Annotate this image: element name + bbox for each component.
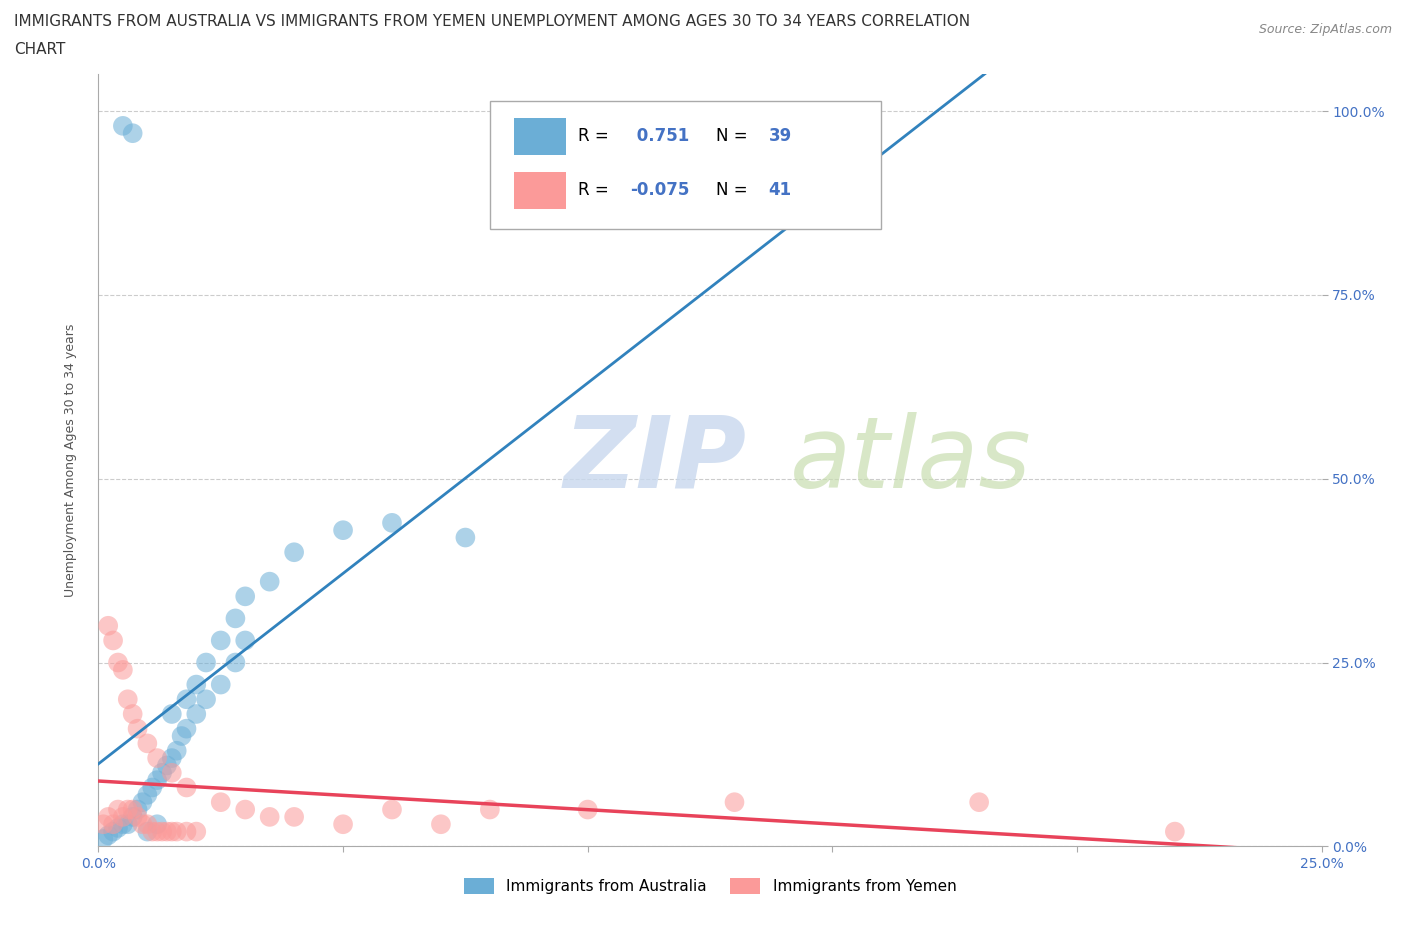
Point <box>121 802 143 817</box>
Point <box>176 824 198 839</box>
Point <box>146 824 169 839</box>
Point <box>283 545 305 560</box>
Point <box>146 817 169 831</box>
Point <box>478 802 501 817</box>
Point <box>176 780 198 795</box>
Point <box>97 618 120 633</box>
Point <box>186 677 208 692</box>
Point <box>224 655 246 670</box>
Point <box>141 824 163 839</box>
Point <box>97 809 120 824</box>
Text: 39: 39 <box>769 127 792 145</box>
Point <box>117 817 139 831</box>
Point <box>209 795 232 810</box>
Point <box>136 736 159 751</box>
Point <box>224 611 246 626</box>
Point <box>136 788 159 803</box>
Y-axis label: Unemployment Among Ages 30 to 34 years: Unemployment Among Ages 30 to 34 years <box>63 324 77 597</box>
Point <box>101 824 124 839</box>
FancyBboxPatch shape <box>489 101 882 229</box>
Point <box>176 692 198 707</box>
Text: R =: R = <box>578 181 614 199</box>
Point <box>111 817 134 831</box>
Point <box>146 751 169 765</box>
Text: R =: R = <box>578 127 614 145</box>
Point <box>131 795 153 810</box>
Point <box>101 633 124 648</box>
Point <box>195 692 218 707</box>
Point <box>332 817 354 831</box>
Point <box>121 707 143 722</box>
Point <box>233 802 256 817</box>
Text: N =: N = <box>716 127 754 145</box>
Point <box>150 765 173 780</box>
Point <box>332 523 354 538</box>
Point <box>209 633 232 648</box>
Point <box>121 809 143 824</box>
Point <box>101 817 124 831</box>
Point <box>117 802 139 817</box>
Text: N =: N = <box>716 181 754 199</box>
Point <box>381 802 404 817</box>
Point <box>107 655 129 670</box>
Point <box>141 780 163 795</box>
Text: 41: 41 <box>769 181 792 199</box>
Point <box>127 802 149 817</box>
Point <box>176 722 198 737</box>
Point <box>233 589 256 604</box>
Text: Source: ZipAtlas.com: Source: ZipAtlas.com <box>1258 23 1392 36</box>
Text: 0.751: 0.751 <box>630 127 689 145</box>
Point <box>127 722 149 737</box>
Text: ZIP: ZIP <box>564 412 747 509</box>
Point <box>111 809 134 824</box>
Point <box>156 758 179 773</box>
Point <box>107 820 129 835</box>
Point <box>430 817 453 831</box>
Point <box>160 751 183 765</box>
Point <box>97 828 120 843</box>
Point <box>136 817 159 831</box>
Point <box>967 795 990 810</box>
Point <box>160 707 183 722</box>
Point <box>111 662 134 677</box>
Point <box>131 817 153 831</box>
Point <box>156 824 179 839</box>
Point <box>454 530 477 545</box>
Point <box>186 707 208 722</box>
Point <box>195 655 218 670</box>
Point <box>723 795 745 810</box>
Point <box>1164 824 1187 839</box>
Point <box>146 773 169 788</box>
Point <box>166 824 188 839</box>
Point <box>283 809 305 824</box>
FancyBboxPatch shape <box>515 172 565 209</box>
Point <box>117 692 139 707</box>
Point <box>170 728 193 743</box>
Point <box>111 118 134 133</box>
Point <box>127 809 149 824</box>
Legend: Immigrants from Australia, Immigrants from Yemen: Immigrants from Australia, Immigrants fr… <box>457 872 963 900</box>
Text: -0.075: -0.075 <box>630 181 690 199</box>
Point <box>121 126 143 140</box>
Point <box>209 677 232 692</box>
Point <box>91 817 114 831</box>
Point <box>136 824 159 839</box>
Point <box>186 824 208 839</box>
Text: atlas: atlas <box>790 412 1031 509</box>
Text: IMMIGRANTS FROM AUSTRALIA VS IMMIGRANTS FROM YEMEN UNEMPLOYMENT AMONG AGES 30 TO: IMMIGRANTS FROM AUSTRALIA VS IMMIGRANTS … <box>14 14 970 29</box>
Point <box>576 802 599 817</box>
Point <box>381 515 404 530</box>
Point <box>160 765 183 780</box>
Point <box>259 574 281 589</box>
Text: CHART: CHART <box>14 42 66 57</box>
Point <box>160 824 183 839</box>
Point <box>150 824 173 839</box>
Point <box>166 743 188 758</box>
Point <box>107 802 129 817</box>
Point <box>91 831 114 846</box>
Point <box>259 809 281 824</box>
Point <box>233 633 256 648</box>
FancyBboxPatch shape <box>515 118 565 155</box>
